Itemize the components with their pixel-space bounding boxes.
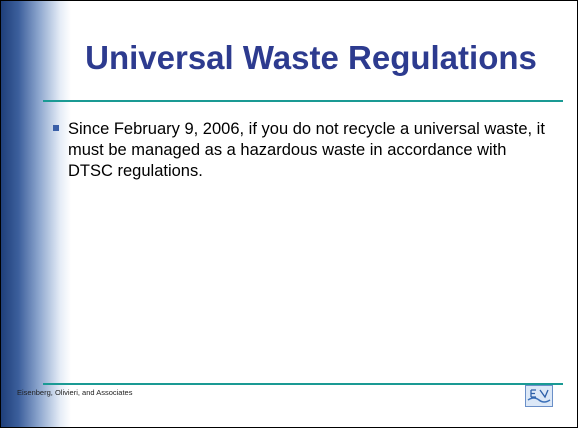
logo xyxy=(525,385,553,407)
footer-text: Eisenberg, Olivieri, and Associates xyxy=(17,388,133,397)
side-gradient xyxy=(1,1,71,427)
bullet-text: Since February 9, 2006, if you do not re… xyxy=(68,120,545,180)
bullet: Since February 9, 2006, if you do not re… xyxy=(53,119,553,182)
slide-title: Universal Waste Regulations xyxy=(85,39,537,76)
title-rule xyxy=(43,100,563,102)
bullet-mark xyxy=(53,125,59,131)
footer-rule xyxy=(43,383,563,385)
